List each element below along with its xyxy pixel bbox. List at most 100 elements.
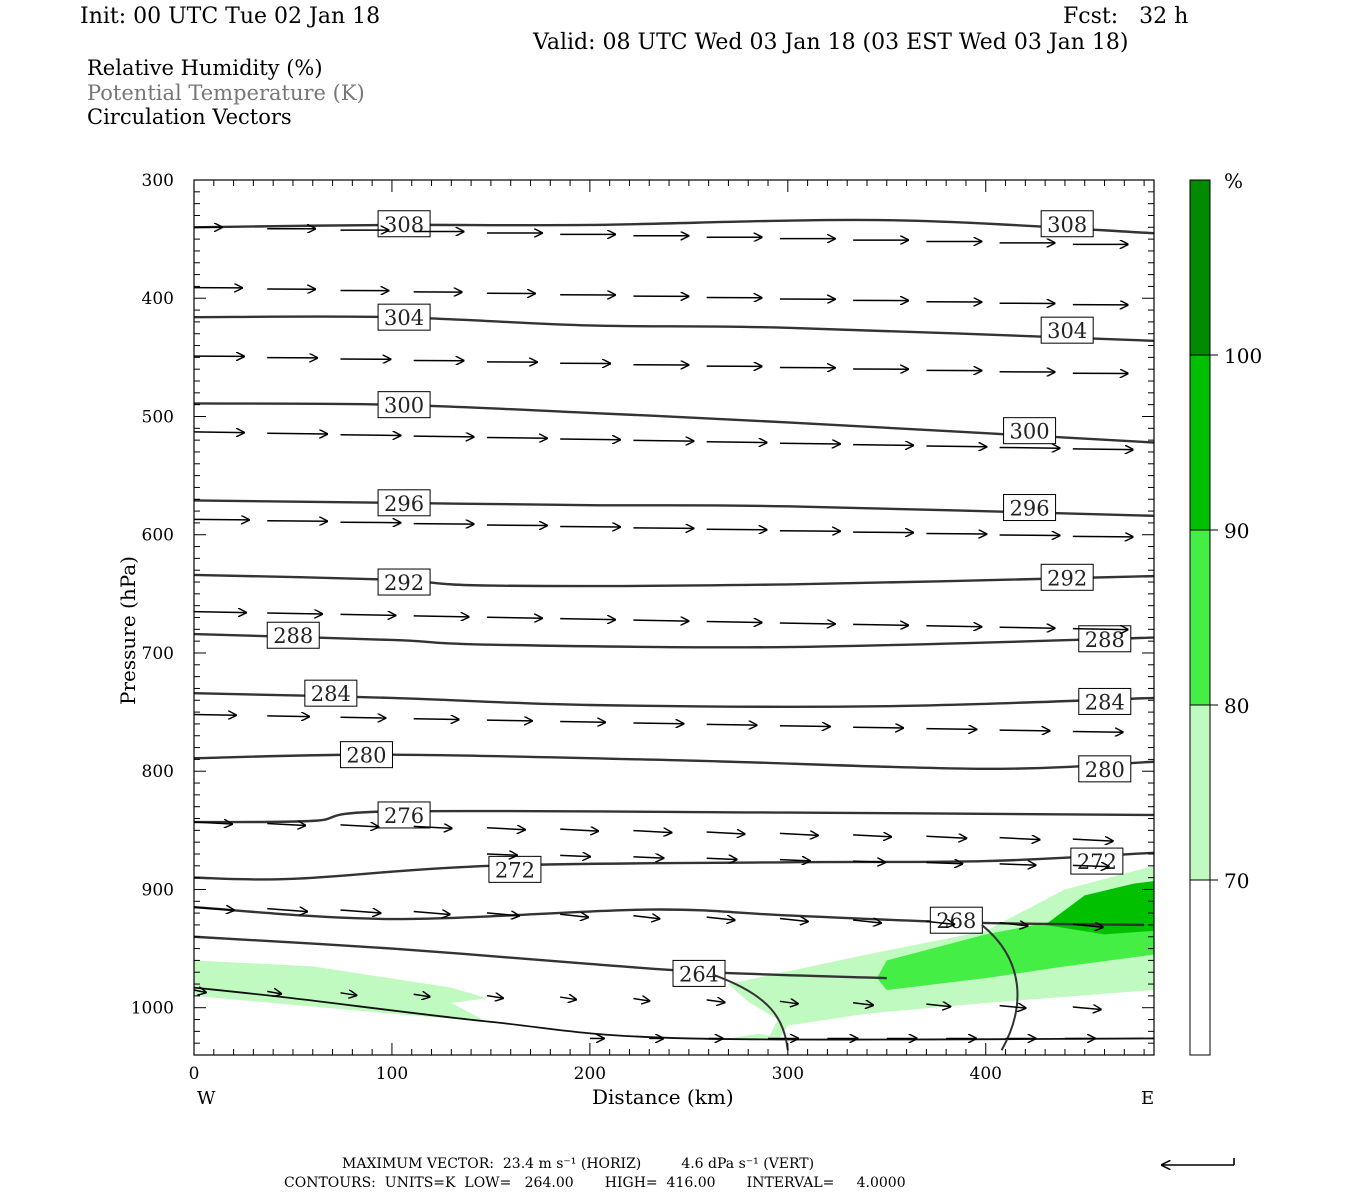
circulation-vector	[560, 526, 620, 527]
circulation-vector	[926, 729, 976, 730]
colorbar-segment	[1189, 354, 1211, 531]
circulation-vector	[633, 998, 649, 1001]
circulation-vector	[486, 854, 517, 855]
circulation-vector	[340, 910, 380, 913]
circulation-vector	[633, 440, 693, 441]
circulation-vector	[853, 1003, 873, 1006]
theta-contour-line	[712, 973, 789, 1051]
theta-contour-line	[193, 753, 1155, 771]
y-tick-label: 300	[142, 171, 174, 191]
contour-label: 304	[1047, 319, 1087, 343]
plot-axes: 0 100 200 300 400 300 400 500 600 700 800 900 1000	[131, 171, 1155, 1084]
x-axis-label: Distance (km)	[592, 1085, 734, 1109]
circulation-vector	[1072, 865, 1109, 866]
circulation-vector	[413, 911, 450, 914]
contour-label-box	[304, 679, 358, 707]
x-tick-label: 100	[376, 1064, 408, 1084]
circulation-vector	[340, 993, 356, 996]
y-tick-label: 700	[142, 644, 174, 664]
y-tick-label: 1000	[131, 999, 174, 1019]
circulation-vector	[633, 831, 671, 833]
circulation-vector	[486, 720, 532, 721]
circulation-vector	[486, 617, 542, 618]
circulation-vector	[779, 443, 840, 444]
contour-label-box	[1040, 210, 1094, 238]
contour-label-box	[266, 621, 320, 649]
contour-label-box	[377, 801, 431, 829]
contour-label: 308	[384, 213, 424, 237]
max-vector-note: MAXIMUM VECTOR: 23.4 m s⁻¹ (HORIZ) 4.6 d…	[342, 1156, 815, 1172]
colorbar-segment	[1189, 879, 1211, 1056]
circulation-vector	[193, 822, 232, 824]
circulation-vector	[779, 531, 840, 532]
contour-label-box	[1078, 687, 1132, 715]
x-tick-label: 0	[189, 1064, 200, 1084]
colorbar-segment	[1189, 179, 1211, 356]
contour-label: 308	[1047, 213, 1087, 237]
east-label: E	[1141, 1088, 1154, 1109]
theta-contour-line	[193, 218, 1155, 235]
circulation-vector	[926, 836, 966, 838]
circulation-vector	[1072, 536, 1133, 537]
circulation-vector	[706, 724, 757, 725]
circulation-vector	[633, 528, 693, 529]
theta-contour-line	[193, 402, 1155, 444]
circulation-vector	[999, 838, 1040, 840]
circulation-vector	[340, 717, 385, 718]
contour-label-box	[929, 906, 983, 934]
contour-label: 272	[1077, 850, 1117, 874]
colorbar-unit: %	[1224, 169, 1243, 193]
circulation-vector	[193, 714, 236, 715]
theta-contour-line	[193, 809, 1155, 824]
circulation-vector	[633, 620, 688, 621]
theta-contour-line	[193, 499, 1155, 518]
circulation-vector	[633, 723, 683, 724]
theta-contour-line	[193, 935, 887, 980]
circulation-vector	[853, 727, 903, 728]
contour-label: 292	[384, 571, 424, 595]
contour-label: 292	[1047, 566, 1087, 590]
contour-label-box	[1078, 755, 1132, 783]
circulation-vector	[560, 619, 615, 620]
y-tick-label: 900	[142, 880, 174, 900]
circulation-vector	[926, 626, 981, 627]
circulation-vector	[926, 921, 954, 924]
colorbar-label: 90	[1224, 519, 1249, 543]
contour-label: 300	[384, 394, 424, 418]
surface-line	[193, 986, 1155, 1041]
rh-colorbar: 70 80 90 100	[1189, 179, 1262, 1056]
contour-label-box	[377, 489, 431, 517]
circulation-vector	[999, 627, 1055, 628]
contour-label-box	[339, 741, 393, 769]
circulation-vector	[267, 521, 327, 522]
rh90-region	[1045, 881, 1154, 935]
circulation-vector	[413, 436, 474, 437]
circulation-vector	[926, 863, 962, 864]
circulation-vector	[999, 730, 1050, 731]
x-tick-label: 300	[772, 1064, 804, 1084]
circulation-vector	[999, 535, 1060, 536]
theta-contour-line	[193, 573, 1155, 588]
circulation-vector	[413, 826, 452, 828]
circulation-vector	[267, 613, 322, 614]
circulation-vector	[1072, 731, 1123, 732]
y-tick-label: 400	[142, 289, 174, 309]
circulation-vector	[926, 1004, 950, 1007]
colorbar-segment	[1189, 704, 1211, 881]
circulation-vector	[413, 616, 469, 617]
circulation-vector	[413, 719, 459, 720]
circulation-vector	[486, 525, 547, 526]
circulation-vector	[1072, 839, 1113, 841]
circulation-vector	[706, 442, 767, 443]
contour-label-box	[377, 303, 431, 331]
theta-contours: 308 308 304 304 300 300 296 296 292 292 288 288 284 2…	[193, 210, 1155, 1051]
contour-label-box	[1040, 316, 1094, 344]
init-time: Init: 00 UTC Tue 02 Jan 18	[80, 4, 381, 29]
circulation-vector	[267, 991, 281, 994]
circulation-vector	[560, 997, 576, 1000]
field-title-vectors: Circulation Vectors	[87, 105, 292, 129]
circulation-vector	[193, 519, 249, 520]
forecast-hour: Fcst: 32 h	[1063, 4, 1189, 29]
circulation-vector	[560, 439, 620, 440]
circulation-vector	[779, 919, 808, 922]
